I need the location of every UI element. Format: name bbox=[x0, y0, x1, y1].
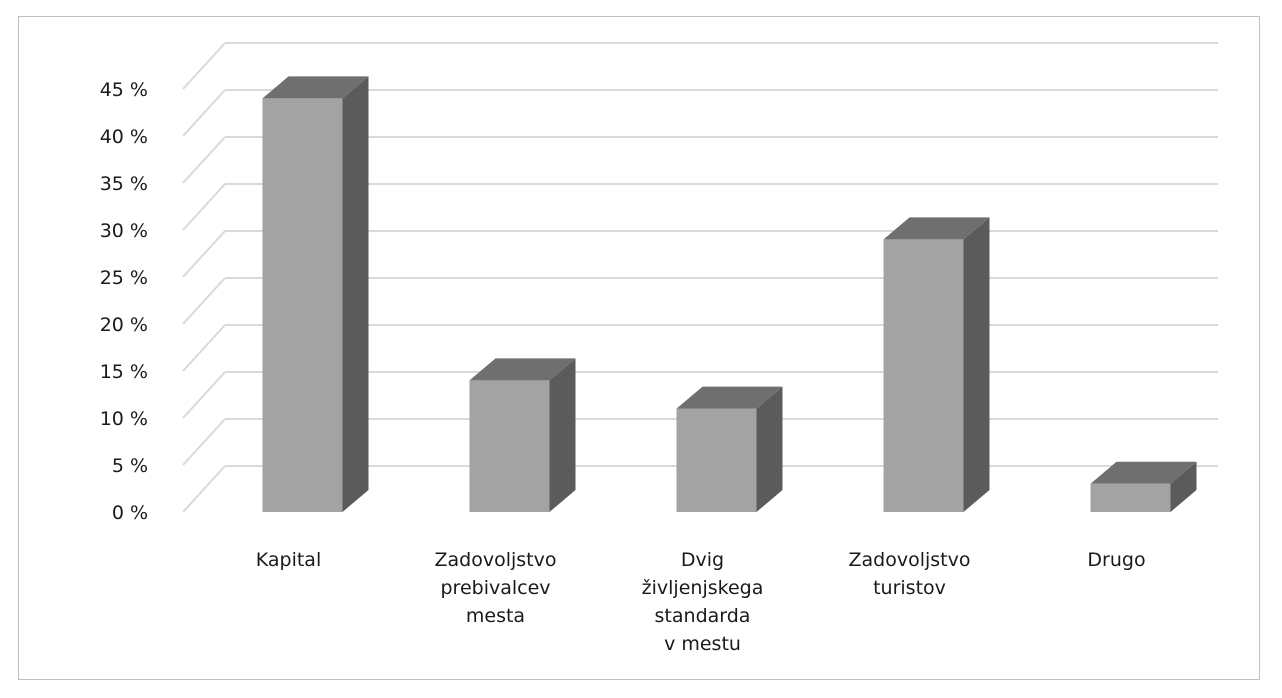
y-tick-label: 20 % bbox=[100, 314, 148, 336]
bar-front bbox=[262, 98, 343, 513]
gridline bbox=[182, 324, 1218, 372]
x-category-label: Zadovoljstvo prebivalcev mesta bbox=[435, 549, 557, 627]
y-axis-ticks: 0 % 5 % 10 % 15 % 20 % 25 % 30 % 35 % 40 % 45 % bbox=[100, 79, 148, 524]
bar-side bbox=[756, 386, 783, 512]
bar bbox=[676, 386, 783, 512]
bar-top bbox=[1090, 461, 1197, 484]
x-category-label: Drugo bbox=[1087, 549, 1145, 571]
gridline bbox=[182, 230, 1218, 278]
y-tick-label: 15 % bbox=[100, 361, 148, 383]
gridline bbox=[182, 277, 1218, 325]
y-tick-label: 35 % bbox=[100, 173, 148, 195]
y-tick-label: 40 % bbox=[100, 126, 148, 148]
bar-front bbox=[676, 408, 757, 512]
x-category-label: Dvig življenjskega standarda v mestu bbox=[642, 549, 764, 655]
bar-front bbox=[883, 239, 964, 512]
x-category-label: Kapital bbox=[256, 549, 321, 571]
bar-front bbox=[1090, 483, 1171, 512]
y-tick-label: 45 % bbox=[100, 79, 148, 101]
x-axis-labels: Kapital Zadovoljstvo prebivalcev mesta Dvig ž… bbox=[256, 549, 1146, 655]
bar bbox=[883, 217, 990, 512]
bar-side bbox=[549, 358, 576, 512]
bar-top bbox=[262, 76, 369, 99]
chart-frame bbox=[18, 16, 1260, 680]
y-tick-label: 25 % bbox=[100, 267, 148, 289]
bar-side bbox=[1170, 461, 1197, 512]
bar-top bbox=[883, 217, 990, 240]
gridlines bbox=[182, 42, 1218, 513]
x-category-label: Zadovoljstvo turistov bbox=[849, 549, 971, 599]
bar-front bbox=[469, 380, 550, 512]
bar bbox=[469, 358, 576, 512]
gridline bbox=[182, 42, 1218, 90]
bar-side bbox=[342, 76, 369, 513]
y-tick-label: 30 % bbox=[100, 220, 148, 242]
gridline bbox=[182, 89, 1218, 137]
y-tick-label: 10 % bbox=[100, 408, 148, 430]
bar-top bbox=[469, 358, 576, 381]
bars bbox=[262, 76, 1197, 513]
y-tick-label: 0 % bbox=[112, 502, 148, 524]
bar-top bbox=[676, 386, 783, 409]
y-tick-label: 5 % bbox=[112, 455, 148, 477]
bar bbox=[1090, 461, 1197, 512]
gridline bbox=[182, 371, 1218, 419]
bar bbox=[262, 76, 369, 513]
gridline bbox=[182, 183, 1218, 231]
bar-side bbox=[963, 217, 990, 512]
gridline bbox=[182, 136, 1218, 184]
